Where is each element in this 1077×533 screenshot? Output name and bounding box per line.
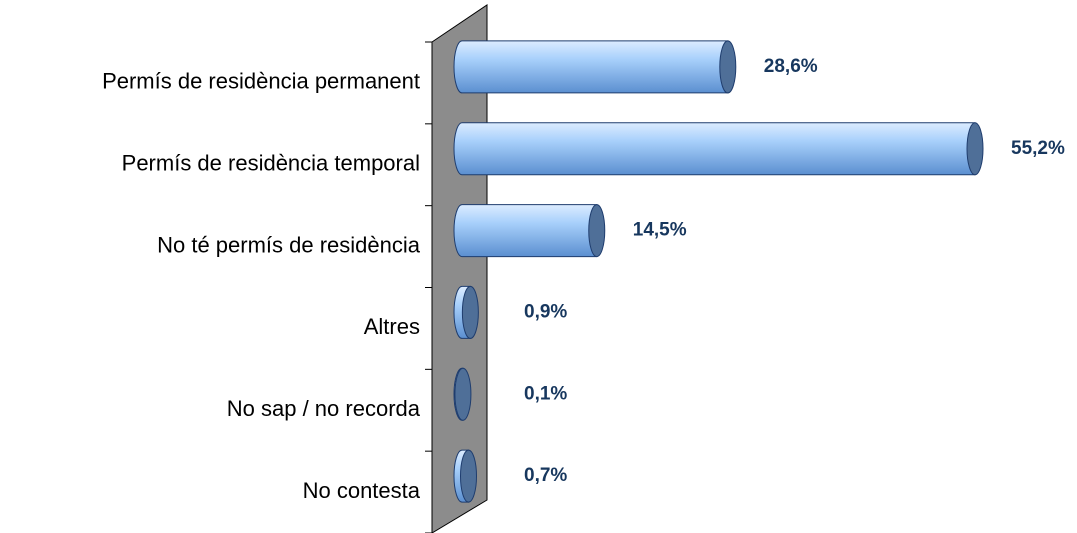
category-label: Permís de residència permanent	[102, 69, 420, 94]
category-label: No té permís de residència	[157, 232, 421, 257]
value-label: 14,5%	[633, 220, 687, 241]
bar	[453, 204, 606, 258]
bar	[453, 449, 478, 503]
category-label: Altres	[364, 314, 420, 339]
value-label: 0,1%	[524, 383, 567, 404]
bar	[453, 122, 984, 176]
bar	[453, 285, 479, 339]
bar	[453, 367, 472, 421]
bar	[453, 40, 737, 94]
value-label: 55,2%	[1011, 138, 1065, 159]
category-label: No sap / no recorda	[227, 396, 421, 421]
value-label: 0,7%	[524, 465, 567, 486]
value-label: 0,9%	[524, 301, 567, 322]
value-label: 28,6%	[764, 56, 818, 77]
category-label: No contesta	[303, 478, 421, 503]
category-label: Permís de residència temporal	[122, 151, 420, 176]
